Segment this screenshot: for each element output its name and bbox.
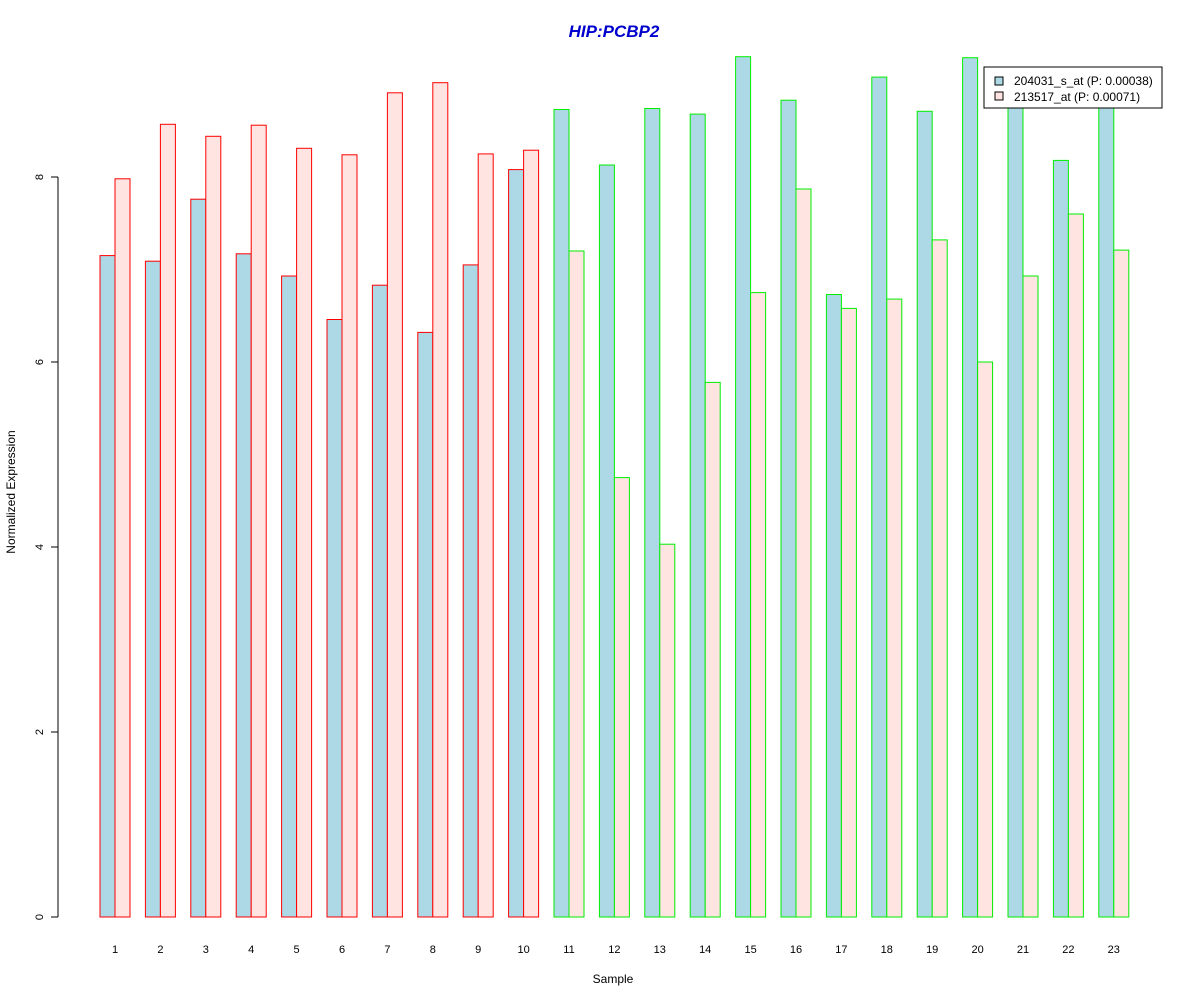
bar-sample-18-series-1 [871,76,888,918]
bar-sample-22-series-2 [1067,213,1084,918]
bar-sample-10-series-2 [523,149,540,918]
bar-sample-23-series-2 [1113,249,1130,918]
chart-title: HIP:PCBP2 [569,22,660,41]
bar-sample-8-series-2 [432,82,449,918]
x-tick-label: 14 [699,944,711,956]
x-tick-label: 9 [475,944,481,956]
bar-sample-18-series-2 [886,298,903,918]
bar-sample-13-series-2 [659,543,676,918]
x-tick-label: 23 [1108,944,1120,956]
legend-swatch-series-1 [994,76,1004,86]
x-tick-label: 16 [790,944,802,956]
bar-sample-20-series-2 [977,361,994,918]
bar-sample-16-series-1 [780,99,797,918]
legend: 204031_s_at (P: 0.00038) 213517_at (P: 0… [983,66,1163,109]
x-tick-label: 10 [517,944,529,956]
x-tick-label: 12 [608,944,620,956]
legend-swatch-series-2 [994,91,1004,101]
bar-sample-6-series-2 [341,154,358,918]
y-tick-label: 2 [34,729,46,735]
y-tick-label: 8 [34,174,46,180]
bar-sample-17-series-1 [825,294,842,918]
x-tick-label: 17 [835,944,847,956]
x-axis: 1 2 3 4 5 6 7 8 9 10 11 12 13 14 15 16 17 18 19 20 21 22 23 [112,944,1120,956]
bar-sample-13-series-1 [644,108,661,918]
bar-sample-15-series-2 [750,292,767,918]
x-tick-label: 15 [744,944,756,956]
bar-sample-2-series-1 [144,260,161,918]
bar-sample-20-series-1 [962,57,979,918]
bar-sample-4-series-1 [235,253,252,918]
legend-box [983,66,1163,109]
x-tick-label: 5 [294,944,300,956]
x-tick-label: 21 [1017,944,1029,956]
x-tick-label: 6 [339,944,345,956]
bar-sample-3-series-1 [190,198,207,918]
bar-sample-16-series-2 [795,188,812,918]
bar-sample-3-series-2 [205,135,222,918]
bar-sample-8-series-1 [417,331,434,918]
x-tick-label: 19 [926,944,938,956]
bar-sample-5-series-2 [296,147,313,918]
bar-sample-12-series-1 [598,164,615,918]
bar-sample-5-series-1 [281,275,298,918]
y-axis-label: Normalized Expression [4,430,18,553]
bar-sample-14-series-1 [689,113,706,918]
x-axis-label: Sample [593,972,634,986]
x-tick-label: 20 [971,944,983,956]
x-tick-label: 22 [1062,944,1074,956]
x-tick-label: 3 [203,944,209,956]
bar-sample-11-series-1 [553,109,570,918]
bar-sample-6-series-1 [326,319,343,918]
x-tick-label: 18 [881,944,893,956]
x-tick-label: 2 [157,944,163,956]
bar-sample-9-series-1 [462,264,479,918]
x-tick-label: 4 [248,944,254,956]
legend-label-series-1: 204031_s_at (P: 0.00038) [1014,74,1153,88]
bar-sample-19-series-2 [931,239,948,918]
x-tick-label: 13 [654,944,666,956]
y-tick-label: 0 [34,914,46,920]
legend-label-series-2: 213517_at (P: 0.00071) [1014,90,1140,104]
bar-sample-7-series-2 [386,92,403,918]
x-tick-label: 8 [430,944,436,956]
y-tick-label: 6 [34,359,46,365]
bar-sample-12-series-2 [613,477,630,918]
bar-sample-17-series-2 [840,307,857,918]
bar-sample-19-series-1 [916,110,933,918]
bar-sample-2-series-2 [159,123,176,918]
x-tick-label: 1 [112,944,118,956]
bar-sample-9-series-2 [477,153,494,918]
bar-sample-21-series-2 [1022,275,1039,918]
x-tick-label: 11 [563,944,574,956]
bar-sample-10-series-1 [508,169,525,918]
bars-group [99,56,1130,918]
y-axis: 0 2 4 6 8 [34,174,59,920]
bar-sample-1-series-2 [114,178,131,918]
bar-sample-14-series-2 [704,381,721,918]
bar-sample-1-series-1 [99,255,116,918]
x-tick-label: 7 [384,944,390,956]
bar-sample-22-series-1 [1052,159,1069,918]
bar-sample-23-series-1 [1098,102,1115,918]
bar-sample-21-series-1 [1007,102,1024,918]
bar-sample-15-series-1 [735,56,752,918]
y-tick-label: 4 [34,544,46,550]
bar-sample-11-series-2 [568,250,585,918]
bar-sample-4-series-2 [250,124,267,918]
bar-sample-7-series-1 [371,284,388,918]
